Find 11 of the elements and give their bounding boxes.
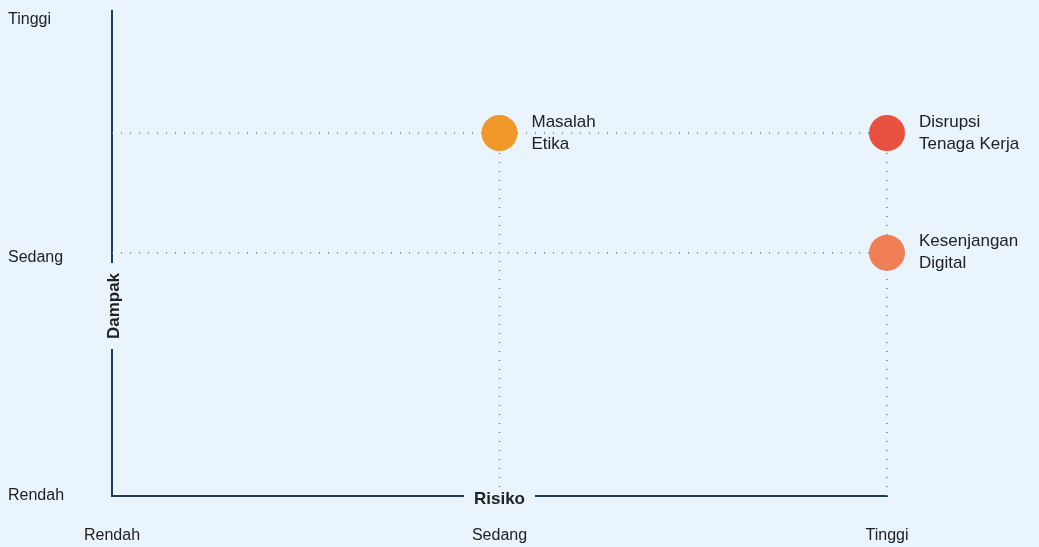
series-label: Masalah Etika [531, 111, 596, 153]
x-tick-label: Rendah [83, 526, 141, 544]
text: Sedang [8, 248, 64, 266]
series-label: Kesenjangan Digital [919, 231, 1019, 273]
series-label: Disrupsi Tenaga Kerja [919, 111, 1020, 153]
text: Rendah [8, 486, 65, 504]
text: Tinggi [8, 10, 51, 28]
y-axis-title: Dampak [103, 272, 123, 340]
x-tick-label: Sedang [471, 526, 528, 544]
x-axis-title: Risiko [473, 488, 526, 508]
x-tick-label: Tinggi [865, 526, 909, 544]
